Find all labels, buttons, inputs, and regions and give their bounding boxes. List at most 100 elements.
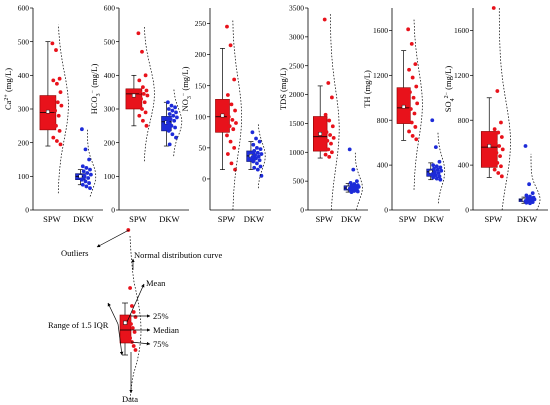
data-point bbox=[435, 167, 440, 172]
data-point bbox=[257, 158, 262, 163]
panel-ca: 0 100 200 300 400 500 600 Ca2+ (mg/L) SPW DKW bbox=[3, 4, 103, 224]
y-tick-label: 100 bbox=[104, 172, 116, 181]
data-point bbox=[492, 127, 497, 132]
data-point bbox=[432, 166, 436, 171]
data-point bbox=[89, 172, 93, 177]
data-point bbox=[257, 139, 262, 144]
x-category-label: DKW bbox=[517, 214, 537, 224]
y-tick-label: 500 bbox=[293, 177, 305, 186]
data-point bbox=[225, 133, 229, 138]
arrow-p75 bbox=[130, 341, 151, 346]
data-point bbox=[144, 88, 149, 93]
data-point bbox=[51, 78, 56, 83]
x-category-label: DKW bbox=[244, 214, 264, 224]
y-tick-label: 100 bbox=[195, 112, 207, 121]
data-point bbox=[255, 161, 259, 166]
data-point bbox=[437, 174, 442, 179]
y-tick-label: 1200 bbox=[454, 71, 469, 80]
y-axis-label-main: SO bbox=[443, 101, 453, 112]
data-point bbox=[324, 130, 329, 134]
y-tick-label: 2500 bbox=[289, 61, 304, 70]
data-point bbox=[494, 150, 499, 155]
data-point bbox=[168, 117, 173, 121]
y-tick-label: 400 bbox=[377, 161, 389, 170]
data-point bbox=[411, 95, 416, 100]
data-point bbox=[436, 171, 441, 175]
legend-data-point bbox=[130, 304, 134, 308]
normal-curve bbox=[354, 152, 363, 211]
y-tick-label: 1200 bbox=[373, 71, 388, 80]
y-tick-label: 1000 bbox=[289, 148, 304, 157]
data-point bbox=[51, 135, 56, 140]
data-point bbox=[327, 155, 332, 159]
data-point bbox=[349, 190, 354, 195]
data-point bbox=[58, 90, 63, 95]
normal-curve bbox=[437, 131, 446, 204]
data-point bbox=[438, 177, 443, 182]
data-point bbox=[491, 157, 496, 162]
data-point bbox=[256, 154, 261, 159]
data-point bbox=[409, 42, 414, 46]
y-tick-label: 0 bbox=[111, 206, 115, 215]
data-point bbox=[325, 138, 330, 143]
data-point bbox=[137, 113, 142, 118]
legend-label-outliers: Outliers bbox=[61, 248, 88, 258]
y-tick-label: 3000 bbox=[289, 32, 304, 41]
y-tick-label: 0 bbox=[384, 206, 388, 215]
data-point bbox=[259, 152, 264, 156]
legend-label-data: Data bbox=[122, 394, 138, 404]
data-point bbox=[174, 135, 178, 140]
panel-no3: 0 50 100 150 200 250 NO3− (mg/L) SPW DKW bbox=[180, 8, 271, 224]
data-point bbox=[330, 124, 335, 129]
data-point bbox=[433, 169, 437, 174]
data-point bbox=[86, 176, 91, 180]
data-point bbox=[225, 93, 230, 97]
data-point bbox=[326, 147, 331, 152]
data-point bbox=[348, 180, 353, 185]
y-axis-label-main: HCO bbox=[89, 96, 99, 114]
normal-curve bbox=[257, 122, 266, 189]
y-tick-label: 0 bbox=[300, 206, 304, 215]
y-axis-label: TH (mg/L) bbox=[362, 70, 372, 108]
y-axis-label-main: TDS bbox=[278, 94, 288, 110]
y-axis-label-sub: 3 bbox=[96, 93, 102, 96]
y-axis-label-unit: (mg/L) bbox=[89, 64, 99, 90]
data-point bbox=[145, 93, 150, 98]
data-point bbox=[173, 105, 178, 110]
data-point bbox=[87, 157, 91, 162]
normal-curve bbox=[57, 24, 69, 194]
data-point bbox=[407, 67, 411, 72]
data-point bbox=[499, 174, 504, 179]
y-tick-label: 1600 bbox=[373, 26, 388, 35]
data-point bbox=[174, 110, 178, 115]
legend-label-median: Median bbox=[153, 325, 180, 335]
data-point bbox=[439, 168, 444, 173]
data-point bbox=[143, 73, 148, 78]
y-tick-label: 0 bbox=[25, 206, 29, 215]
legend-data-point bbox=[128, 336, 133, 340]
data-point bbox=[523, 144, 528, 148]
data-point bbox=[55, 139, 59, 143]
box-spw bbox=[480, 131, 498, 168]
legend-box bbox=[119, 314, 132, 344]
data-point bbox=[430, 172, 435, 176]
data-point bbox=[57, 76, 62, 81]
data-point bbox=[80, 164, 85, 169]
legend-diagram: Outliers Normal distribution curve Mean … bbox=[48, 228, 223, 404]
data-point bbox=[175, 115, 179, 120]
data-point bbox=[412, 111, 417, 116]
y-axis-label: TDS (mg/L) bbox=[278, 68, 288, 110]
data-point bbox=[355, 179, 359, 184]
data-point bbox=[225, 24, 229, 29]
x-category-label: DKW bbox=[341, 214, 361, 224]
data-point bbox=[255, 167, 260, 172]
data-point bbox=[167, 142, 172, 147]
x-category-label: SPW bbox=[129, 214, 146, 224]
data-point bbox=[329, 141, 333, 146]
legend-data-point bbox=[132, 330, 137, 334]
y-axis-label-unit: (mg/L) bbox=[362, 70, 372, 96]
legend-label-normal-curve: Normal distribution curve bbox=[134, 250, 223, 260]
mean-marker bbox=[46, 109, 50, 114]
